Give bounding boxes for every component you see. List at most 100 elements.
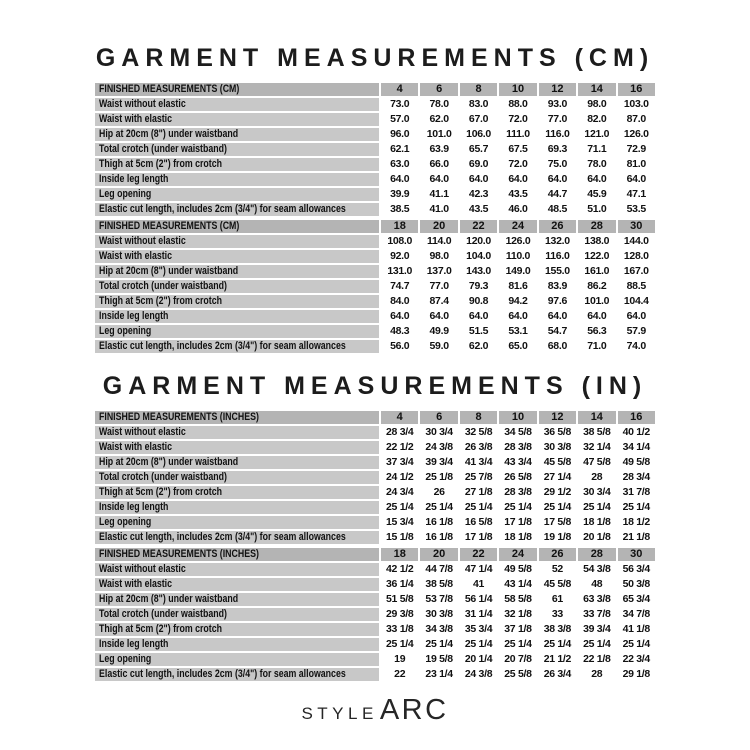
measurement-value: 64.0 — [499, 310, 537, 323]
measurement-value: 48.5 — [538, 203, 577, 216]
row-label: Thigh at 5cm (2") from crotch — [95, 623, 379, 636]
measurement-value: 65.0 — [499, 340, 537, 353]
row-label: Total crotch (under waistband) — [95, 143, 379, 156]
measurement-value: 72.0 — [499, 158, 537, 171]
row-label: Inside leg length — [95, 638, 379, 651]
brand-logo-style-text: STYLE — [301, 704, 378, 723]
size-header: 12 — [538, 411, 577, 424]
row-label-text: Leg opening — [99, 516, 152, 528]
table-header-row: FINISHED MEASUREMENTS (INCHES) 4 6 8 10 12 14 1… — [95, 411, 655, 424]
measurement-value: 64.0 — [617, 310, 655, 323]
measurement-value: 23 1/4 — [420, 668, 458, 681]
row-label-text: Hip at 20cm (8") under waistband — [99, 593, 239, 605]
measurement-value: 73.0 — [381, 98, 419, 111]
measurement-value: 51.5 — [459, 325, 498, 338]
section-in: GARMENT MEASUREMENTS (IN) FINISHED MEASUR… — [0, 370, 750, 683]
size-header: 26 — [538, 548, 577, 561]
measurement-value: 64.0 — [578, 173, 616, 186]
measurement-value: 104.0 — [459, 250, 498, 263]
measurement-value: 77.0 — [538, 113, 577, 126]
measurement-value: 33 7/8 — [578, 608, 616, 621]
table-row: Thigh at 5cm (2") from crotch 84.0 87.4 90.… — [95, 295, 655, 308]
measurement-value: 90.8 — [459, 295, 498, 308]
table-header-row: FINISHED MEASUREMENTS (CM) 18 20 22 24 26 28 30 — [95, 220, 655, 233]
row-label: Leg opening — [95, 653, 379, 666]
measurement-value: 65 3/4 — [617, 593, 655, 606]
measurement-value: 41.1 — [420, 188, 458, 201]
measurement-value: 32 1/4 — [578, 441, 616, 454]
size-header: 20 — [420, 220, 458, 233]
brand-logo-arc-text: ARC — [379, 694, 449, 726]
size-header: 12 — [538, 83, 577, 96]
measurement-value: 56 3/4 — [617, 563, 655, 576]
measurement-value: 25 1/4 — [617, 501, 655, 514]
measurement-value: 65.7 — [459, 143, 498, 156]
measurement-value: 34 7/8 — [617, 608, 655, 621]
measurement-value: 51 5/8 — [381, 593, 419, 606]
row-label-text: Leg opening — [99, 325, 152, 337]
measurement-value: 41.0 — [420, 203, 458, 216]
table-header-label: FINISHED MEASUREMENTS (CM) — [95, 220, 379, 233]
table-header-label-text: FINISHED MEASUREMENTS (CM) — [99, 220, 240, 232]
measurement-value: 31 7/8 — [617, 486, 655, 499]
size-header: 30 — [617, 220, 655, 233]
measurement-value: 21 1/8 — [617, 531, 655, 544]
row-label-text: Thigh at 5cm (2") from crotch — [99, 486, 222, 498]
measurement-value: 155.0 — [538, 265, 577, 278]
row-label: Total crotch (under waistband) — [95, 608, 379, 621]
measurement-value: 24 3/4 — [381, 486, 419, 499]
measurement-value: 19 1/8 — [538, 531, 577, 544]
measurement-value: 58 5/8 — [499, 593, 537, 606]
table-row: Inside leg length 64.0 64.0 64.0 64.0 64.0 64.… — [95, 173, 655, 186]
measurement-value: 64.0 — [617, 173, 655, 186]
size-header: 8 — [459, 411, 498, 424]
measurement-value: 16 1/8 — [420, 531, 458, 544]
size-header: 16 — [617, 83, 655, 96]
row-label-text: Leg opening — [99, 653, 152, 665]
size-header: 24 — [499, 220, 537, 233]
table-header-label: FINISHED MEASUREMENTS (CM) — [95, 83, 379, 96]
row-label-text: Elastic cut length, includes 2cm (3/4") … — [99, 668, 346, 680]
measurement-value: 45 5/8 — [538, 578, 577, 591]
measurement-value: 47.1 — [617, 188, 655, 201]
measurement-value: 25 1/4 — [617, 638, 655, 651]
measurement-value: 143.0 — [459, 265, 498, 278]
row-label: Leg opening — [95, 325, 379, 338]
measurement-value: 25 1/4 — [420, 501, 458, 514]
measurement-value: 48 — [578, 578, 616, 591]
measurement-value: 132.0 — [538, 235, 577, 248]
row-label-text: Waist without elastic — [99, 563, 186, 575]
table-header-label-text: FINISHED MEASUREMENTS (INCHES) — [99, 411, 259, 423]
measurement-value: 27 1/8 — [459, 486, 498, 499]
measurement-value: 83.0 — [459, 98, 498, 111]
size-header: 18 — [381, 548, 419, 561]
measurement-value: 25 7/8 — [459, 471, 498, 484]
table-row: Elastic cut length, includes 2cm (3/4") … — [95, 340, 655, 353]
measurement-value: 18 1/8 — [499, 531, 537, 544]
table-row: Elastic cut length, includes 2cm (3/4") … — [95, 668, 655, 681]
measurement-value: 110.0 — [499, 250, 537, 263]
measurement-value: 37 1/8 — [499, 623, 537, 636]
table-row: Thigh at 5cm (2") from crotch 33 1/8 34 3/… — [95, 623, 655, 636]
measurement-value: 28 — [578, 668, 616, 681]
measurement-value: 42 1/2 — [381, 563, 419, 576]
table-header-label: FINISHED MEASUREMENTS (INCHES) — [95, 548, 379, 561]
measurement-value: 41 — [459, 578, 498, 591]
measurement-value: 94.2 — [499, 295, 537, 308]
table-row: Total crotch (under waistband) 24 1/2 25 1… — [95, 471, 655, 484]
row-label: Leg opening — [95, 188, 379, 201]
size-header: 14 — [578, 83, 616, 96]
row-label: Thigh at 5cm (2") from crotch — [95, 295, 379, 308]
measurement-value: 38 5/8 — [578, 426, 616, 439]
measurement-value: 45.9 — [578, 188, 616, 201]
measurement-value: 63.9 — [420, 143, 458, 156]
measurement-value: 61 — [538, 593, 577, 606]
measurement-value: 149.0 — [499, 265, 537, 278]
row-label-text: Waist without elastic — [99, 426, 186, 438]
row-label: Waist with elastic — [95, 250, 379, 263]
measurement-value: 93.0 — [538, 98, 577, 111]
measurement-value: 101.0 — [578, 295, 616, 308]
measurement-value: 26 — [420, 486, 458, 499]
measurement-value: 75.0 — [538, 158, 577, 171]
row-label-text: Waist without elastic — [99, 235, 186, 247]
